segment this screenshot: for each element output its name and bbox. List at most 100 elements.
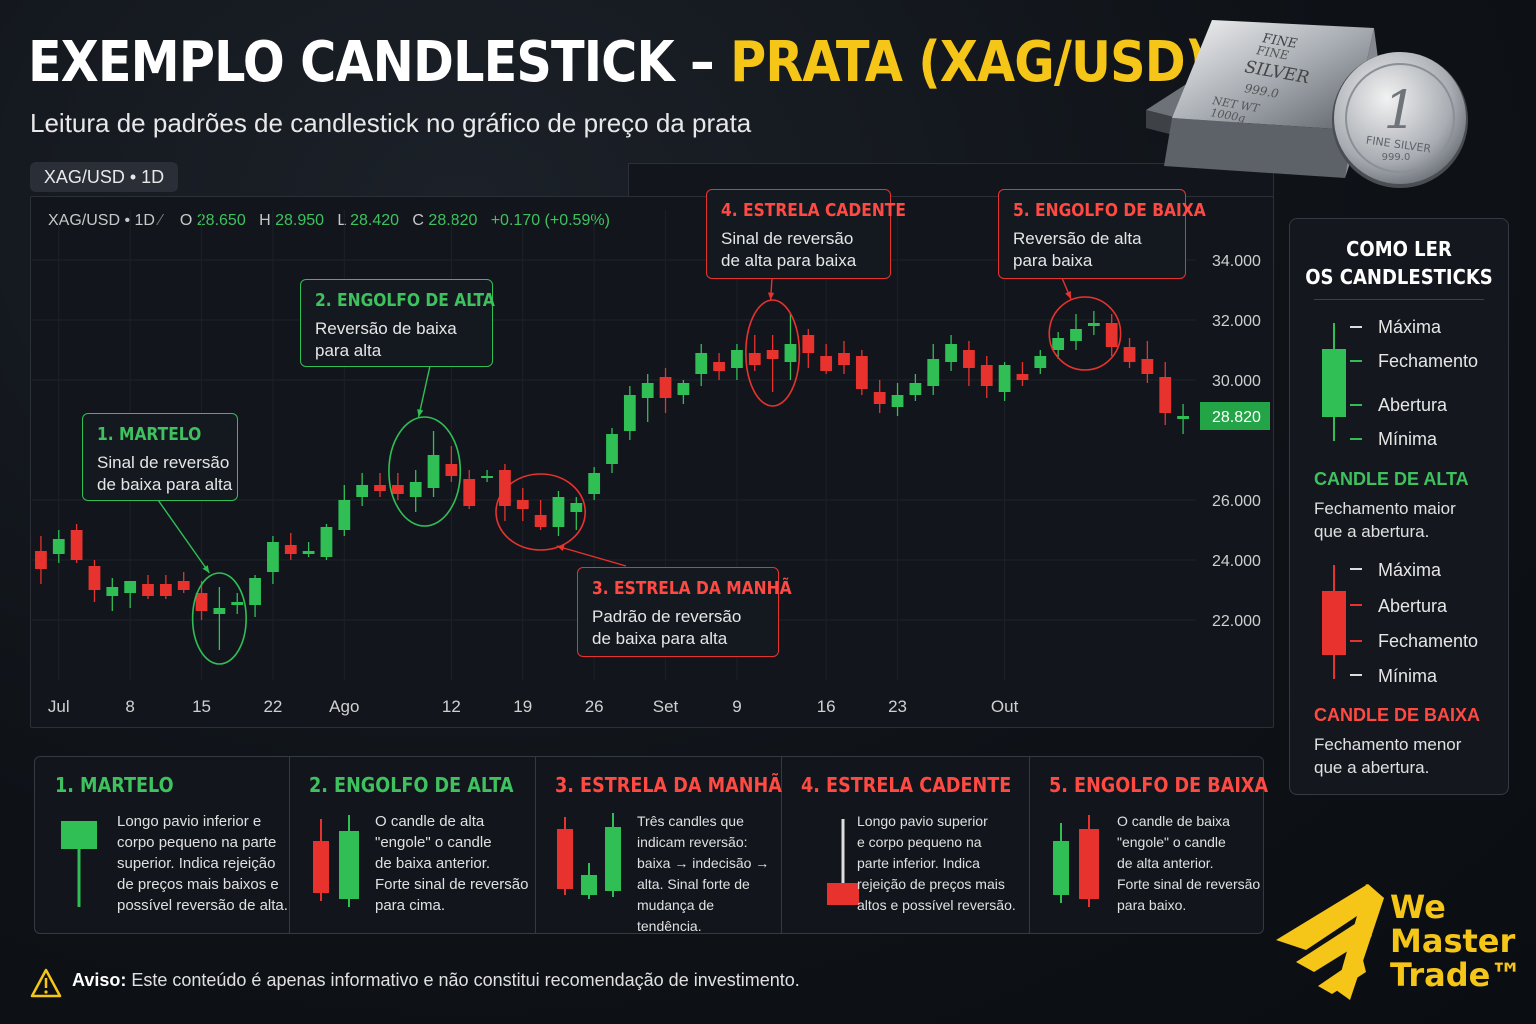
candle (409, 470, 422, 512)
candle (588, 467, 601, 500)
candle-body (713, 362, 725, 371)
candle (927, 344, 940, 395)
candle-body (802, 335, 815, 353)
legend-panel: COMO LER OS CANDLESTICKS Máxima Fechament… (1289, 218, 1509, 795)
candle (338, 485, 351, 536)
candle-body (838, 353, 850, 365)
candle (820, 344, 833, 374)
candle-body (677, 383, 690, 395)
candle (1105, 314, 1118, 356)
candle-body (588, 473, 601, 494)
candle (195, 581, 208, 620)
y-tick-label: 32.000 (1212, 313, 1261, 330)
candle-body (88, 566, 101, 590)
x-tick-label: 26 (585, 697, 604, 716)
symbol-tab[interactable]: XAG/USD • 1D (30, 162, 178, 192)
callout-arrow (157, 499, 210, 574)
callout-shooting-star: 4. ESTRELA CADENTE Sinal de reversão de a… (706, 189, 906, 279)
candle-body (445, 464, 458, 476)
candle (606, 428, 618, 473)
candle-body (552, 497, 565, 527)
candle-body (1105, 323, 1118, 347)
candle-body (1177, 416, 1189, 419)
candle (124, 581, 137, 608)
candle (1123, 338, 1136, 368)
ohlc-o-label: O (179, 212, 193, 229)
candle-body (195, 593, 208, 611)
hammer-icon (61, 821, 97, 907)
candle (855, 350, 868, 395)
arrow-head (556, 545, 565, 552)
candle (1141, 341, 1154, 383)
candle (52, 530, 65, 563)
candle-body (766, 350, 779, 359)
pattern-highlight (1048, 296, 1122, 371)
candle (481, 470, 493, 482)
ohlc-l-label: L (337, 212, 346, 229)
x-tick-label: 8 (125, 697, 134, 716)
legend-candles (1322, 323, 1362, 679)
candle (695, 344, 708, 386)
pattern-bullish-engulfing-text: O candle de alta "engole" o candle de baix… (375, 813, 529, 914)
y-tick-label: 26.000 (1212, 493, 1261, 510)
pattern-hammer-text: Longo pavio inferior e corpo pequeno na p… (117, 813, 288, 914)
pattern-shooting-star-text: Longo pavio superior e corpo pequeno na pa… (857, 813, 1016, 913)
ohlc-symbol: XAG/USD • 1D (48, 212, 155, 229)
candle-body (855, 356, 868, 389)
brand-name: We Master Trade™ (1390, 888, 1523, 994)
candle (766, 335, 779, 392)
candle-body (927, 359, 940, 386)
candle (1087, 311, 1100, 335)
candle-body (463, 479, 476, 506)
page-subtitle: Leitura de padrões de candlestick no grá… (30, 108, 752, 138)
candle (159, 575, 172, 599)
candle (909, 374, 922, 401)
svg-text:999.0: 999.0 (1382, 152, 1411, 163)
candle-body (1034, 356, 1047, 368)
candle (1052, 332, 1065, 359)
candle (731, 344, 743, 380)
ohlc-open: 28.650 (196, 212, 246, 229)
candle-body (52, 539, 65, 554)
ohlc-bar: XAG/USD • 1D ⁄ O 28.650 H 28.950 L 28.42… (48, 212, 610, 230)
candle (267, 536, 279, 584)
candle (213, 587, 226, 650)
candle (142, 575, 154, 599)
candle (1016, 362, 1029, 386)
candle (945, 335, 957, 371)
candle-body (606, 434, 618, 464)
candle-body (159, 584, 172, 596)
candle-body (427, 455, 440, 488)
bullish-engulfing-icon (313, 815, 359, 907)
pattern-shooting-star: 4. ESTRELA CADENTE Longo pavio superior e… (781, 757, 1030, 933)
candle (1070, 314, 1082, 350)
candle (1159, 362, 1172, 425)
callout-morning-star: 3. ESTRELA DA MANHÃ Padrão de reversão de… (577, 567, 792, 657)
candle (891, 383, 904, 416)
candle-body (1159, 377, 1172, 413)
candle (980, 356, 993, 398)
candle-body (891, 395, 904, 407)
x-tick-label: Jul (48, 697, 70, 716)
candle-body (481, 476, 493, 478)
candle-body (534, 515, 547, 527)
candle-body (1087, 323, 1100, 326)
legend-divider (1314, 299, 1484, 300)
ohlc-high: 28.950 (275, 212, 325, 229)
pattern-highlight (495, 473, 587, 551)
candle-body (1141, 359, 1154, 374)
candle-body (963, 350, 975, 368)
candle (1177, 404, 1189, 434)
pattern-bearish-engulfing: 5. ENGOLFO DE BAIXA O candle de baixa "en… (1029, 757, 1268, 933)
candle (784, 314, 797, 380)
ohlc-c-label: C (412, 212, 424, 229)
candle-body (177, 581, 190, 590)
candles-group (35, 311, 1189, 650)
svg-text:FINE: FINE (1254, 43, 1289, 63)
shooting-star-icon (827, 819, 859, 905)
y-tick-label: 22.000 (1212, 613, 1261, 630)
svg-text:1: 1 (1383, 81, 1416, 141)
ohlc-low: 28.420 (350, 212, 400, 229)
candle-body (338, 500, 351, 530)
candle (445, 446, 458, 482)
